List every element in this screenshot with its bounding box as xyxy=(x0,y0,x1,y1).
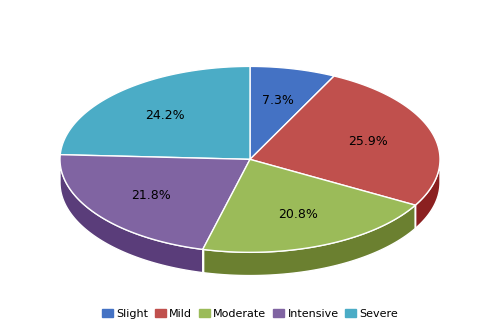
Text: 20.8%: 20.8% xyxy=(278,208,318,221)
Polygon shape xyxy=(60,66,250,159)
Text: 25.9%: 25.9% xyxy=(348,135,388,148)
Polygon shape xyxy=(250,76,440,205)
Polygon shape xyxy=(416,160,440,228)
Text: 7.3%: 7.3% xyxy=(262,94,294,107)
Polygon shape xyxy=(60,160,203,273)
Polygon shape xyxy=(250,66,334,159)
Text: 24.2%: 24.2% xyxy=(145,109,184,122)
Polygon shape xyxy=(60,155,250,249)
Text: 21.8%: 21.8% xyxy=(130,189,170,202)
Polygon shape xyxy=(202,205,416,276)
Polygon shape xyxy=(202,159,416,252)
Legend: Slight, Mild, Moderate, Intensive, Severe: Slight, Mild, Moderate, Intensive, Sever… xyxy=(97,304,403,323)
